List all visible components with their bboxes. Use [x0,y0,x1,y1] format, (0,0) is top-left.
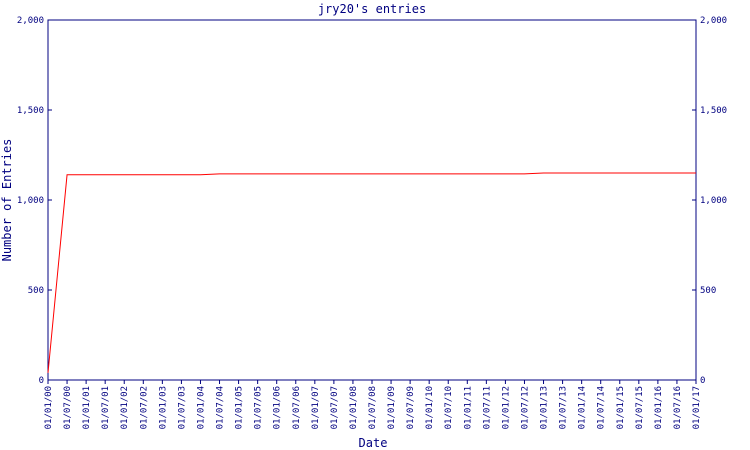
x-tick-label: 01/07/02 [139,386,149,429]
x-tick-label: 01/07/07 [330,386,340,429]
y-tick-label: 1,500 [17,106,44,116]
x-tick-label: 01/07/03 [177,386,187,429]
x-tick-label: 01/07/13 [559,386,569,429]
x-tick-label: 01/01/12 [501,386,511,429]
x-tick-label: 01/07/04 [216,386,226,429]
x-tick-label: 01/01/06 [273,386,283,429]
y-axis-label: Number of Entries [0,139,14,262]
y2-tick-label: 500 [700,286,716,296]
y2-tick-label: 1,500 [700,106,727,116]
x-tick-label: 01/01/03 [158,386,168,429]
x-tick-label: 01/01/04 [196,386,206,429]
x-tick-label: 01/07/10 [444,386,454,429]
x-tick-label: 01/01/09 [387,386,397,429]
x-tick-label: 01/07/15 [635,386,645,429]
x-tick-label: 01/01/13 [540,386,550,429]
x-tick-label: 01/07/09 [406,386,416,429]
y2-tick-label: 0 [700,376,705,386]
y-tick-label: 2,000 [17,16,44,26]
y-tick-label: 0 [39,376,44,386]
y-tick-label: 500 [28,286,44,296]
x-tick-label: 01/01/17 [692,386,702,429]
x-tick-label: 01/07/14 [597,386,607,429]
x-tick-label: 01/07/12 [520,386,530,429]
x-tick-label: 01/01/15 [616,386,626,429]
x-tick-label: 01/07/11 [482,386,492,429]
x-tick-label: 01/01/07 [311,386,321,429]
x-tick-label: 01/01/11 [463,386,473,429]
x-tick-label: 01/01/14 [578,386,588,429]
x-axis-label: Date [359,436,388,450]
x-tick-label: 01/01/10 [425,386,435,429]
y2-tick-label: 2,000 [700,16,727,26]
chart-title: jry20's entries [318,2,426,16]
data-line [47,172,696,373]
x-tick-label: 01/01/05 [235,386,245,429]
x-tick-label: 01/07/01 [101,386,111,429]
x-tick-label: 01/07/05 [254,386,264,429]
x-tick-label: 01/01/02 [120,386,130,429]
x-tick-label: 01/07/08 [368,386,378,429]
y2-tick-label: 1,000 [700,196,727,206]
x-tick-label: 01/07/06 [292,386,302,429]
x-tick-label: 01/01/08 [349,386,359,429]
x-tick-label: 01/01/01 [82,386,92,429]
x-tick-label: 01/01/16 [654,386,664,429]
y-tick-label: 1,000 [17,196,44,206]
x-tick-label: 01/07/00 [63,386,73,429]
x-tick-label: 01/07/16 [673,386,683,429]
x-tick-label: 01/01/00 [44,386,54,429]
